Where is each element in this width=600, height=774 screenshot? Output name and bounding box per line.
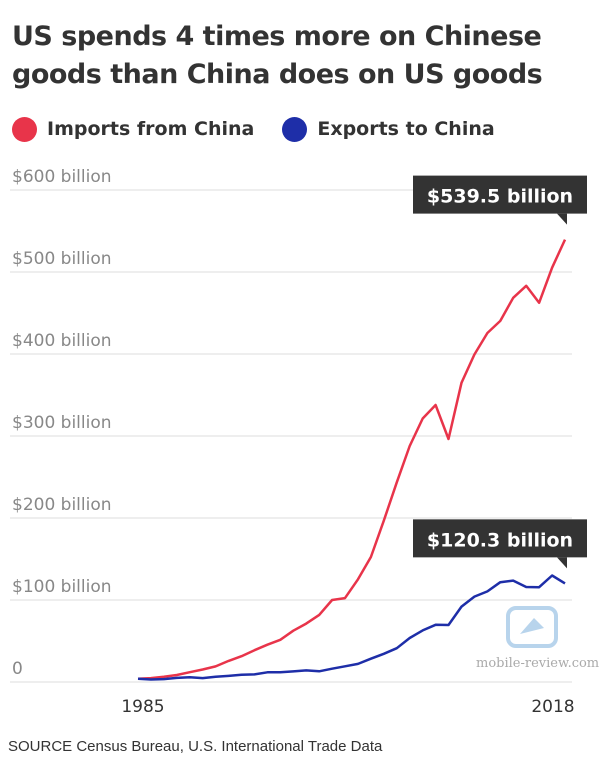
y-tick-label: $600 billion	[12, 167, 112, 187]
callout-box-0	[413, 175, 587, 214]
callout-pointer-0	[557, 213, 567, 225]
callout-label-1: $120.3 billion	[427, 529, 573, 551]
watermark-text: mobile-review.com	[476, 656, 600, 671]
y-tick-label: $400 billion	[12, 331, 112, 351]
legend-label-exports: Exports to China	[317, 118, 495, 140]
x-tick-label: 1985	[121, 697, 164, 717]
callout-box-1	[413, 519, 587, 558]
watermark-logo-icon	[506, 606, 558, 648]
source-note: SOURCE Census Bureau, U.S. International…	[8, 738, 383, 755]
callout-pointer-1	[557, 557, 567, 569]
y-tick-label: $300 billion	[12, 413, 112, 433]
legend: Imports from China Exports to China	[12, 114, 523, 144]
y-tick-label: $100 billion	[12, 577, 112, 597]
legend-label-imports: Imports from China	[47, 118, 255, 140]
legend-item-imports: Imports from China	[12, 116, 255, 142]
x-tick-label: 2018	[531, 697, 574, 717]
series-line-exports	[137, 574, 566, 681]
callout-label-0: $539.5 billion	[427, 186, 573, 208]
series-line-imports	[137, 239, 567, 681]
y-tick-label: $200 billion	[12, 495, 112, 515]
y-tick-label: $500 billion	[12, 249, 112, 269]
chart-title: US spends 4 times more on Chinese goods …	[12, 21, 543, 90]
legend-item-exports: Exports to China	[282, 116, 495, 142]
y-tick-label: 0	[12, 659, 23, 679]
exports-legend-dot	[282, 116, 308, 142]
line-chart: 0 $100 billion $200 billion $300 billion $40…	[10, 167, 587, 717]
imports-legend-dot	[12, 116, 37, 142]
